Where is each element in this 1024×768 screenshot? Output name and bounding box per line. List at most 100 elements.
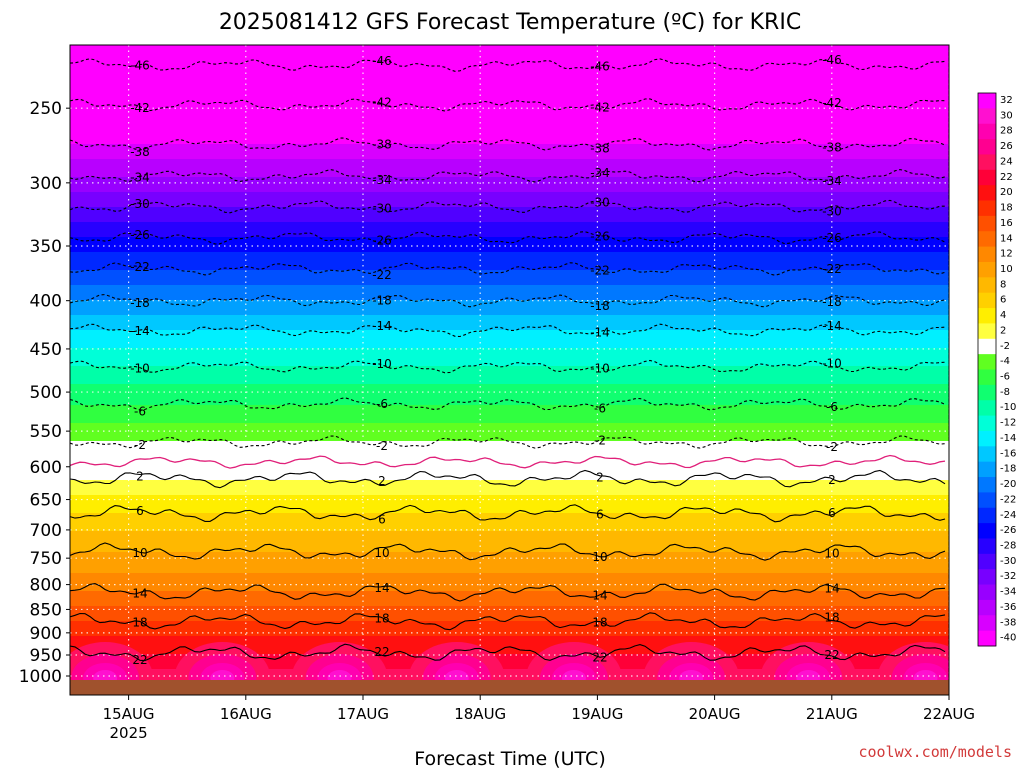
- temperature-band: [70, 132, 949, 136]
- isotherm-label: 18: [592, 616, 607, 630]
- isotherm-label: -2: [134, 438, 146, 452]
- temperature-band: [70, 285, 949, 289]
- isotherm-label: 22: [824, 648, 839, 662]
- isotherm-label: -22: [590, 264, 610, 278]
- temperature-band: [70, 156, 949, 160]
- temperature-band: [70, 360, 949, 364]
- temperature-band: [70, 213, 949, 217]
- colorbar-label: -16: [1000, 448, 1016, 459]
- colorbar-label: 16: [1000, 218, 1013, 229]
- temperature-band: [70, 402, 949, 406]
- isotherm-label: 22: [132, 653, 147, 667]
- temperature-band: [70, 474, 949, 478]
- temperature-band: [70, 168, 949, 172]
- isotherm-label: -46: [822, 53, 842, 67]
- colorbar-label: -36: [1000, 602, 1016, 613]
- isotherm-label: -10: [590, 362, 610, 376]
- isotherm-line: [70, 504, 946, 523]
- colorbar-swatch: [978, 446, 996, 463]
- colorbar-swatch: [978, 630, 996, 647]
- isotherm-label: -22: [822, 262, 842, 276]
- isotherm-label: -10: [130, 362, 150, 376]
- temperature-band: [70, 183, 949, 187]
- y-tick-label: 600: [30, 458, 62, 478]
- temperature-band: [70, 162, 949, 166]
- isotherm-label: 18: [824, 610, 839, 624]
- temperature-band: [70, 255, 949, 259]
- temperature-band: [70, 471, 949, 475]
- colorbar-label: -32: [1000, 571, 1016, 582]
- temperature-band: [70, 195, 949, 199]
- isotherm-label: -14: [372, 319, 392, 333]
- isotherm-label: -30: [130, 197, 150, 211]
- isotherm-line: [70, 359, 946, 374]
- temperature-bands: [70, 45, 949, 695]
- temperature-band: [70, 66, 949, 70]
- temperature-band: [70, 357, 949, 361]
- isotherm-line: [70, 612, 946, 631]
- colorbar-swatch: [978, 292, 996, 309]
- temperature-band: [70, 384, 949, 388]
- temperature-band: [70, 612, 949, 616]
- isotherm-label: 10: [374, 546, 389, 560]
- colorbar-label: 4: [1000, 310, 1006, 321]
- isotherm-label: 18: [374, 612, 389, 626]
- isotherm-label: 14: [374, 581, 389, 595]
- temperature-band: [70, 144, 949, 148]
- colorbar-swatch: [978, 599, 996, 616]
- temperature-band: [70, 309, 949, 313]
- temperature-band: [70, 69, 949, 73]
- isotherm-label: -34: [822, 174, 842, 188]
- isotherm-line: [70, 397, 946, 411]
- temperature-band: [70, 543, 949, 547]
- temperature-band: [70, 72, 949, 76]
- temperature-band: [70, 510, 949, 514]
- temperature-band: [70, 267, 949, 271]
- isotherm-label: 14: [824, 582, 839, 596]
- temperature-band: [70, 378, 949, 382]
- isotherm-label: 10: [824, 547, 839, 561]
- isotherm-label: 6: [596, 508, 604, 522]
- temperature-band: [70, 507, 949, 511]
- temperature-band: [70, 585, 949, 589]
- temperature-band: [70, 435, 949, 439]
- isotherm-line: [70, 583, 946, 602]
- temperature-band: [70, 252, 949, 256]
- isotherm-label: -34: [130, 171, 150, 185]
- temperature-band: [70, 486, 949, 490]
- temperature-band: [70, 375, 949, 379]
- isotherm-label: -50: [822, 27, 842, 41]
- temperature-band: [70, 420, 949, 424]
- temperature-band: [70, 165, 949, 169]
- colorbar-swatch: [978, 123, 996, 140]
- colorbar-swatch: [978, 277, 996, 294]
- temperature-band: [70, 336, 949, 340]
- isotherm-label: -38: [372, 137, 392, 151]
- temperature-band: [70, 348, 949, 352]
- temperature-band: [70, 561, 949, 565]
- isotherm-label: -6: [594, 402, 606, 416]
- colorbar-label: -14: [1000, 433, 1016, 444]
- colorbar-swatch: [978, 200, 996, 217]
- colorbar-label: -30: [1000, 556, 1016, 567]
- temperature-band: [70, 609, 949, 613]
- colorbar-label: 8: [1000, 279, 1006, 290]
- isotherm-label: -42: [590, 100, 610, 114]
- isotherm-label: -10: [372, 357, 392, 371]
- colorbar-swatch: [978, 553, 996, 570]
- isotherm-label: -14: [590, 326, 610, 340]
- temperature-band: [70, 642, 949, 646]
- temperature-band: [70, 447, 949, 451]
- colorbar-label: -26: [1000, 525, 1016, 536]
- temperature-band: [70, 534, 949, 538]
- temperature-band: [70, 321, 949, 325]
- temperature-band: [70, 501, 949, 505]
- temperature-band: [70, 135, 949, 139]
- isotherm-label: -38: [822, 141, 842, 155]
- colorbar-swatch: [978, 430, 996, 447]
- isotherm-label: -26: [372, 234, 392, 248]
- temperature-band: [70, 576, 949, 580]
- isotherm-label: -42: [372, 96, 392, 110]
- temperature-band: [70, 273, 949, 277]
- colorbar-swatch: [978, 261, 996, 278]
